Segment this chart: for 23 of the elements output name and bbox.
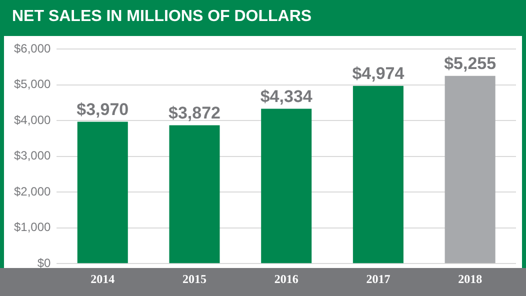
data-label: $5,255 <box>444 54 496 74</box>
y-tick-label: $0 <box>37 256 52 270</box>
bar <box>444 76 496 264</box>
x-tick-label: 2016 <box>274 272 298 286</box>
data-label: $3,970 <box>76 100 129 119</box>
y-tick-label: $3,000 <box>14 148 52 163</box>
y-tick-label: $4,000 <box>14 112 52 127</box>
y-tick-label: $6,000 <box>14 42 52 56</box>
x-tick-label: 2018 <box>458 272 482 286</box>
bar <box>77 122 128 264</box>
y-tick-label: $2,000 <box>14 184 52 198</box>
bar <box>169 125 220 264</box>
bar <box>261 108 312 264</box>
x-tick-label: 2014 <box>90 272 115 286</box>
data-label: $4,974 <box>352 64 405 84</box>
chart-title: NET SALES IN MILLIONS OF DOLLARS <box>12 8 312 26</box>
bar <box>352 86 404 264</box>
data-label: $3,872 <box>168 103 220 122</box>
y-tick-label: $1,000 <box>14 220 52 234</box>
x-tick-label: 2017 <box>366 272 390 286</box>
x-tick-label: 2015 <box>182 272 206 286</box>
y-tick-label: $5,000 <box>14 77 52 92</box>
data-label: $4,334 <box>260 86 313 106</box>
